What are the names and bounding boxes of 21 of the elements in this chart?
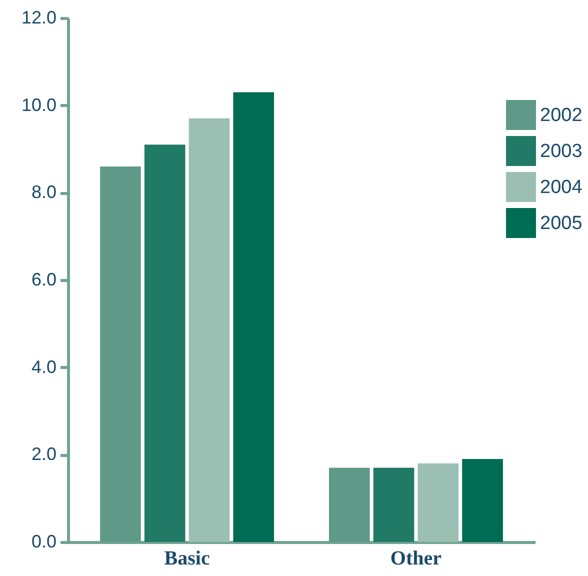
bar: [144, 144, 186, 542]
y-tick-label: 4.0: [31, 356, 56, 377]
bar: [373, 468, 414, 542]
bar: [328, 468, 370, 542]
legend-label: 2003: [540, 141, 582, 162]
y-tick-label: 0.0: [31, 532, 56, 552]
y-tick-label: 12.0: [21, 8, 56, 28]
legend-label: 2005: [540, 213, 582, 234]
bar: [462, 459, 503, 542]
y-tick-label: 10.0: [21, 94, 56, 115]
y-tick-label: 2.0: [31, 444, 56, 464]
y-tick-label: 8.0: [31, 182, 56, 202]
bar: [418, 463, 459, 542]
x-tick-label: Basic: [164, 548, 210, 570]
y-tick-label: 6.0: [31, 270, 56, 290]
x-tick-label: Other: [390, 548, 442, 570]
legend-label: 2004: [540, 177, 583, 198]
bar: [188, 118, 230, 542]
bar: [100, 166, 141, 542]
bar: [233, 92, 274, 542]
legend-label: 2002: [540, 105, 582, 126]
